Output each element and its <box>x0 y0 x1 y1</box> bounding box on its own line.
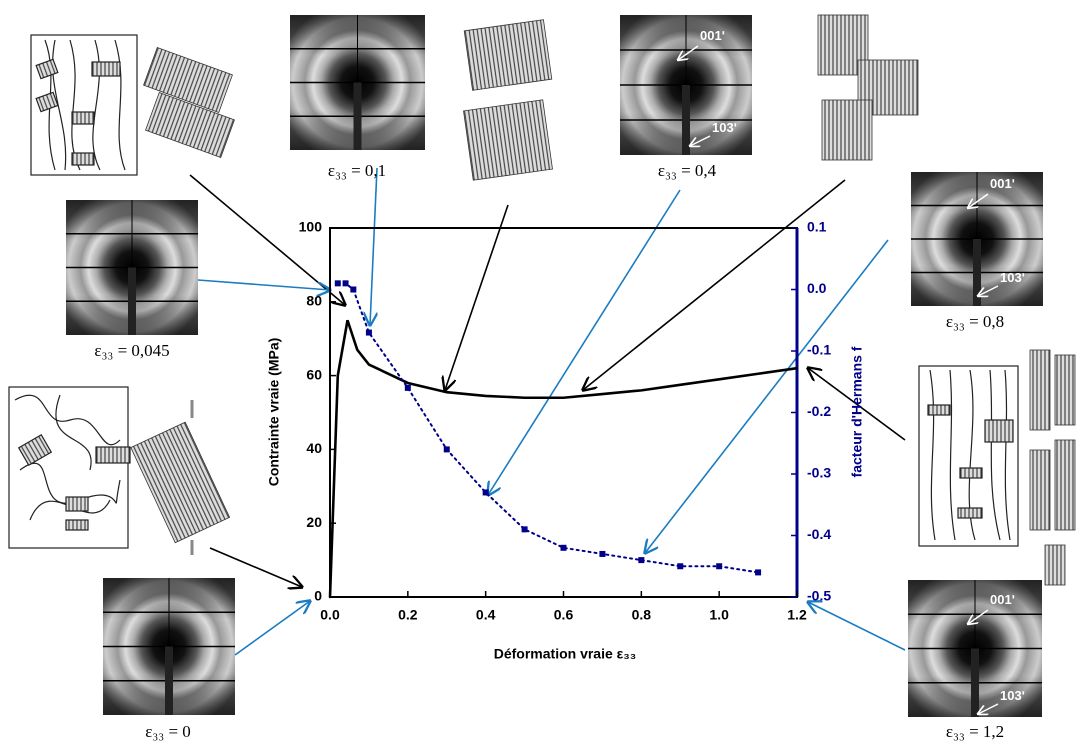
beamstop-arm <box>973 239 981 306</box>
beamstop-arm <box>353 82 362 150</box>
y2-tick-label: -0.5 <box>807 588 831 604</box>
data-point <box>342 280 349 287</box>
saxs-image <box>103 578 235 715</box>
x-tick-label: 1.0 <box>709 607 729 623</box>
data-point <box>482 489 489 496</box>
saxs-image <box>911 172 1043 306</box>
y2-tick-label: -0.1 <box>807 342 831 358</box>
image-caption: ε₃₃ = 0 <box>145 722 191 741</box>
x-tick-label: 0.0 <box>320 607 340 623</box>
arrows <box>189 167 906 656</box>
saxs-image <box>908 580 1042 717</box>
reflection-arrow <box>678 45 699 60</box>
data-point <box>599 550 606 557</box>
y2-tick-label: 0.0 <box>807 280 827 296</box>
reflection-label: 103ʹ <box>712 120 737 135</box>
image-caption: ε₃₃ = 0,045 <box>94 341 169 360</box>
y2-tick-label: 0.1 <box>807 219 827 235</box>
x-tick-label: 0.4 <box>476 607 496 623</box>
schematic <box>8 34 1019 549</box>
y-tick-label: 40 <box>306 440 322 456</box>
image-caption: ε₃₃ = 0,4 <box>658 161 717 180</box>
series-line <box>328 319 799 599</box>
series-line <box>336 282 760 574</box>
saxs-image <box>620 15 752 155</box>
saxs-image <box>290 15 425 150</box>
reflection-label: 001ʹ <box>990 592 1015 607</box>
beamstop-arm <box>165 646 173 715</box>
data-point <box>560 544 567 551</box>
y-tick-label: 100 <box>299 219 323 235</box>
image-caption: ε₃₃ = 0,8 <box>946 312 1004 331</box>
x-tick-label: 0.6 <box>554 607 574 623</box>
beamstop-arm <box>128 267 136 335</box>
x-tick-label: 0.2 <box>398 607 418 623</box>
plot-area <box>329 227 798 598</box>
y-tick-label: 20 <box>306 514 322 530</box>
data-point <box>521 526 528 533</box>
reflection-label: 001ʹ <box>700 28 725 43</box>
data-point <box>404 384 411 391</box>
reflection-arrow <box>968 609 989 624</box>
y-tick-label: 80 <box>306 293 322 309</box>
data-point <box>755 569 762 576</box>
reflection-label: 001ʹ <box>990 176 1015 191</box>
saxs-image <box>66 200 198 335</box>
data-point <box>350 286 357 293</box>
x-tick-label: 0.8 <box>632 607 652 623</box>
crystal-stacks <box>130 14 1076 586</box>
reflection-arrow <box>978 285 999 296</box>
data-point <box>638 557 645 564</box>
y-axis-label: Contrainte vraie (MPa) <box>266 338 282 487</box>
reflection-arrow <box>968 193 989 208</box>
image-caption: ε₃₃ = 1,2 <box>946 722 1004 741</box>
y-tick-label: 0 <box>314 588 322 604</box>
data-point <box>443 446 450 453</box>
data-point <box>334 280 341 287</box>
data-point <box>365 329 372 336</box>
reflection-label: 103ʹ <box>1000 688 1025 703</box>
image-caption: ε₃₃ = 0,1 <box>328 161 386 180</box>
x-axis-label: Déformation vraie ε₃₃ <box>494 646 637 662</box>
x-tick-label: 1.2 <box>787 607 807 623</box>
reflection-arrow <box>690 135 711 146</box>
beamstop-arm <box>682 85 690 155</box>
reflection-arrow <box>978 703 999 714</box>
beamstop-arm <box>971 648 979 717</box>
y2-tick-label: -0.3 <box>807 465 831 481</box>
y-tick-label: 60 <box>306 366 322 382</box>
y2-tick-label: -0.4 <box>807 526 831 542</box>
data-point <box>716 563 723 570</box>
reflection-label: 103ʹ <box>1000 270 1025 285</box>
y2-tick-label: -0.2 <box>807 403 831 419</box>
y2-axis-label: facteur d'Hermans f <box>849 346 865 477</box>
data-point <box>677 563 684 570</box>
